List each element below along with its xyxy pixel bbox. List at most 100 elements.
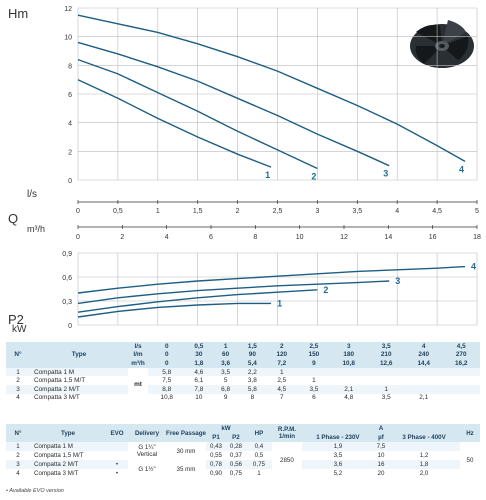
spec-p2: 0,37	[229, 452, 242, 459]
spec-row-evo: •	[115, 470, 119, 477]
perf-row-type: Compatta 1,5 M/T	[34, 377, 86, 385]
spec-p1: 0,78	[206, 460, 226, 469]
perf-cell: 1	[367, 384, 405, 394]
head-x2-tick: 6	[209, 234, 213, 241]
spec-hp: 1	[257, 470, 261, 477]
spec-row-n: 4	[16, 470, 20, 477]
head-x2-tick: 14	[384, 234, 392, 241]
perf-cell	[442, 394, 480, 403]
perf-col-m3h-3: 5,4	[238, 359, 266, 368]
perf-col-lm-8: 240	[404, 350, 443, 360]
head-curve-label-2: 2	[311, 172, 316, 182]
perf-col-m3h-4: 7,2	[265, 359, 298, 368]
spec-p1: 0,43	[206, 442, 226, 451]
perf-row-n: 2	[16, 377, 20, 385]
spec-p1: 0,90	[209, 470, 222, 477]
spec-a-1ph: 3,5	[333, 452, 343, 459]
perf-cell: 5	[223, 377, 228, 385]
perf-col-lm-5: 150	[297, 350, 330, 360]
spec-delivery: G 1½"	[128, 460, 166, 478]
perf-col-m3h-7: 12,6	[367, 359, 405, 368]
head-curve-4	[77, 14, 466, 163]
power-axes: 0 0,3 0,6 0,9	[62, 251, 72, 330]
spec-a-3ph: 1,8	[388, 460, 460, 469]
head-x-tick: 3,5	[352, 208, 362, 215]
perf-header-ls: N° Type l/s 0 0,5 1 1,5 2 2,5 3 3,5 4 4,5	[6, 342, 480, 368]
perf-cell: 4,5	[265, 384, 298, 394]
perf-col-lm-9: 270	[442, 350, 480, 360]
spec-row-n: 3	[6, 460, 30, 469]
head-y-tick: 2	[68, 149, 72, 156]
perf-unit-mt: mt	[128, 367, 148, 403]
perf-cell	[329, 367, 368, 377]
spec-delivery: G 1¼" Vertical	[128, 442, 166, 460]
spec-a-1ph: 5,2	[333, 470, 343, 477]
spec-row-evo: •	[106, 460, 128, 469]
perf-cell: 3,5	[297, 384, 330, 394]
perf-cell	[442, 376, 480, 385]
perf-cell	[330, 376, 367, 385]
head-series: 1 2 3 4	[77, 14, 466, 182]
perf-cell	[404, 384, 443, 394]
perf-cell: 1	[312, 377, 316, 385]
power-series: 1 2 3 4	[77, 262, 476, 318]
perf-col-m3h-1: 1,8	[185, 359, 213, 368]
power-curve-chart: 0 0,3 0,6 0,9 1 2 3 4	[62, 251, 478, 330]
power-y-tick: 0,9	[62, 251, 72, 258]
spec-row-n: 2	[16, 452, 20, 459]
perf-cell: 10	[195, 394, 203, 402]
perf-row: 2 Compatta 1,5 M/T 7,5 6,1 5 3,8 2,5 1	[6, 376, 480, 385]
perf-col-m3h-9: 16,2	[442, 359, 480, 368]
head-curve-3	[77, 41, 390, 167]
perf-cell	[405, 376, 442, 385]
head-curve-label-4: 4	[459, 164, 464, 174]
head-curve-label-3: 3	[383, 169, 388, 179]
head-x-tick: 2,5	[273, 208, 283, 215]
perf-cell: 2,1	[329, 384, 368, 394]
perf-header-lm: l/m 0 30 60 90 120 150 180 210 240 270	[6, 350, 480, 360]
power-curve-2	[77, 289, 318, 313]
power-curve-label-4: 4	[471, 262, 476, 272]
spec-header-p1: P1	[206, 433, 226, 442]
power-curve-label-3: 3	[395, 276, 400, 286]
perf-unit-ls: l/s	[128, 342, 148, 351]
perf-cell: 2,2	[238, 367, 266, 377]
perf-col-ls-5: 2,5	[297, 342, 330, 351]
perf-col-ls-6: 3	[329, 342, 368, 351]
perf-col-ls-4: 2	[265, 342, 298, 351]
spec-header-n: N°	[6, 424, 30, 442]
perf-col-m3h-0: 0	[148, 359, 186, 368]
head-x2-tick: 10	[296, 234, 304, 241]
spec-row: 3 Compatta 2 M/T • G 1½" 35 mm 0,78 0,56 0,75 3,…	[6, 460, 480, 478]
head-x-tick: 3	[315, 208, 319, 215]
perf-col-lm-1: 30	[185, 350, 213, 360]
spec-hp: 0,75	[245, 460, 272, 469]
spec-p1: 0,55	[209, 452, 222, 459]
spec-rpm: 2850	[271, 442, 302, 478]
power-curve-4	[77, 265, 466, 294]
perf-cell	[367, 376, 404, 385]
head-x2-tick: 12	[340, 234, 348, 241]
head-x2-tick: 16	[429, 234, 437, 241]
perf-col-lm-6: 180	[329, 350, 368, 360]
perf-unit-m3h: m³/h	[128, 359, 148, 368]
head-x2-tick: 8	[253, 234, 257, 241]
perf-row-n: 3	[6, 384, 30, 394]
perf-cell: 7	[280, 394, 284, 402]
spec-a-3ph	[388, 442, 460, 451]
spec-header-hz: Hz	[460, 424, 480, 442]
spec-header-1ph: 1 Phase - 230V	[301, 433, 374, 442]
head-y-tick: 8	[68, 63, 72, 70]
spec-a-3ph: 2,0	[419, 470, 429, 477]
head-x-tick: 1	[156, 208, 160, 215]
perf-header-m3h: m³/h 0 1,8 3,6 5,4 7,2 9 10,8 12,6 14,4 16,2	[6, 359, 480, 368]
spec-uf: 16	[373, 460, 389, 469]
power-curve-label-1: 1	[277, 298, 282, 308]
performance-table: N° Type l/s 0 0,5 1 1,5 2 2,5 3 3,5 4 4,5 l/m 0 30…	[6, 342, 480, 403]
perf-cell: 6,1	[194, 377, 204, 385]
head-x2-tick: 4	[165, 234, 169, 241]
spec-header-evo: EVO	[106, 424, 128, 442]
perf-cell: 2,1	[419, 394, 429, 402]
